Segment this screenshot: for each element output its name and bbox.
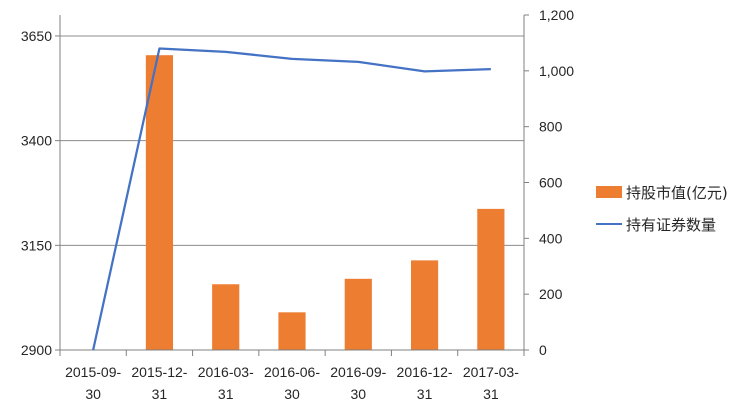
left-axis-label: 3400 [21, 133, 52, 149]
x-axis-label: 2016-09- [330, 364, 386, 380]
gridlines [60, 36, 524, 350]
left-axis-label: 3150 [21, 237, 52, 253]
x-axis-label: 31 [152, 386, 168, 402]
x-axis-label: 30 [350, 386, 366, 402]
right-axis-label: 0 [539, 342, 547, 358]
x-axis-label: 2016-03- [198, 364, 254, 380]
x-axis-label: 2016-06- [264, 364, 320, 380]
x-axis-label: 31 [218, 386, 234, 402]
legend-label-bar: 持股市值(亿元) [626, 182, 728, 203]
legend-label-line: 持有证券数量 [626, 214, 716, 235]
bar [477, 209, 504, 350]
x-axis-label: 2016-12- [397, 364, 453, 380]
right-axis-label: 400 [539, 230, 563, 246]
bar [411, 260, 438, 350]
legend-item-bar: 持股市值(亿元) [596, 176, 728, 208]
bar [146, 55, 173, 350]
x-axis-label: 2015-12- [131, 364, 187, 380]
bar [345, 279, 372, 350]
x-axis-label: 2017-03- [463, 364, 519, 380]
right-axis-label: 600 [539, 175, 563, 191]
x-axis-label: 2015-09- [65, 364, 121, 380]
left-axis-label: 3650 [21, 28, 52, 44]
x-axis-label: 30 [85, 386, 101, 402]
x-axis-label: 30 [284, 386, 300, 402]
right-axis-label: 1,000 [539, 63, 574, 79]
right-axis-label: 800 [539, 119, 563, 135]
bar-series [146, 55, 505, 350]
x-axis-label: 31 [417, 386, 433, 402]
legend: 持股市值(亿元) 持有证券数量 [596, 176, 728, 240]
legend-swatch-line [596, 223, 622, 225]
left-axis-label: 2900 [21, 342, 52, 358]
bar [278, 312, 305, 350]
x-axis-label: 31 [483, 386, 499, 402]
axes [55, 15, 529, 356]
right-axis-label: 1,200 [539, 7, 574, 23]
bar [212, 284, 239, 350]
legend-item-line: 持有证券数量 [596, 208, 728, 240]
right-axis-label: 200 [539, 286, 563, 302]
legend-swatch-bar [596, 186, 622, 198]
